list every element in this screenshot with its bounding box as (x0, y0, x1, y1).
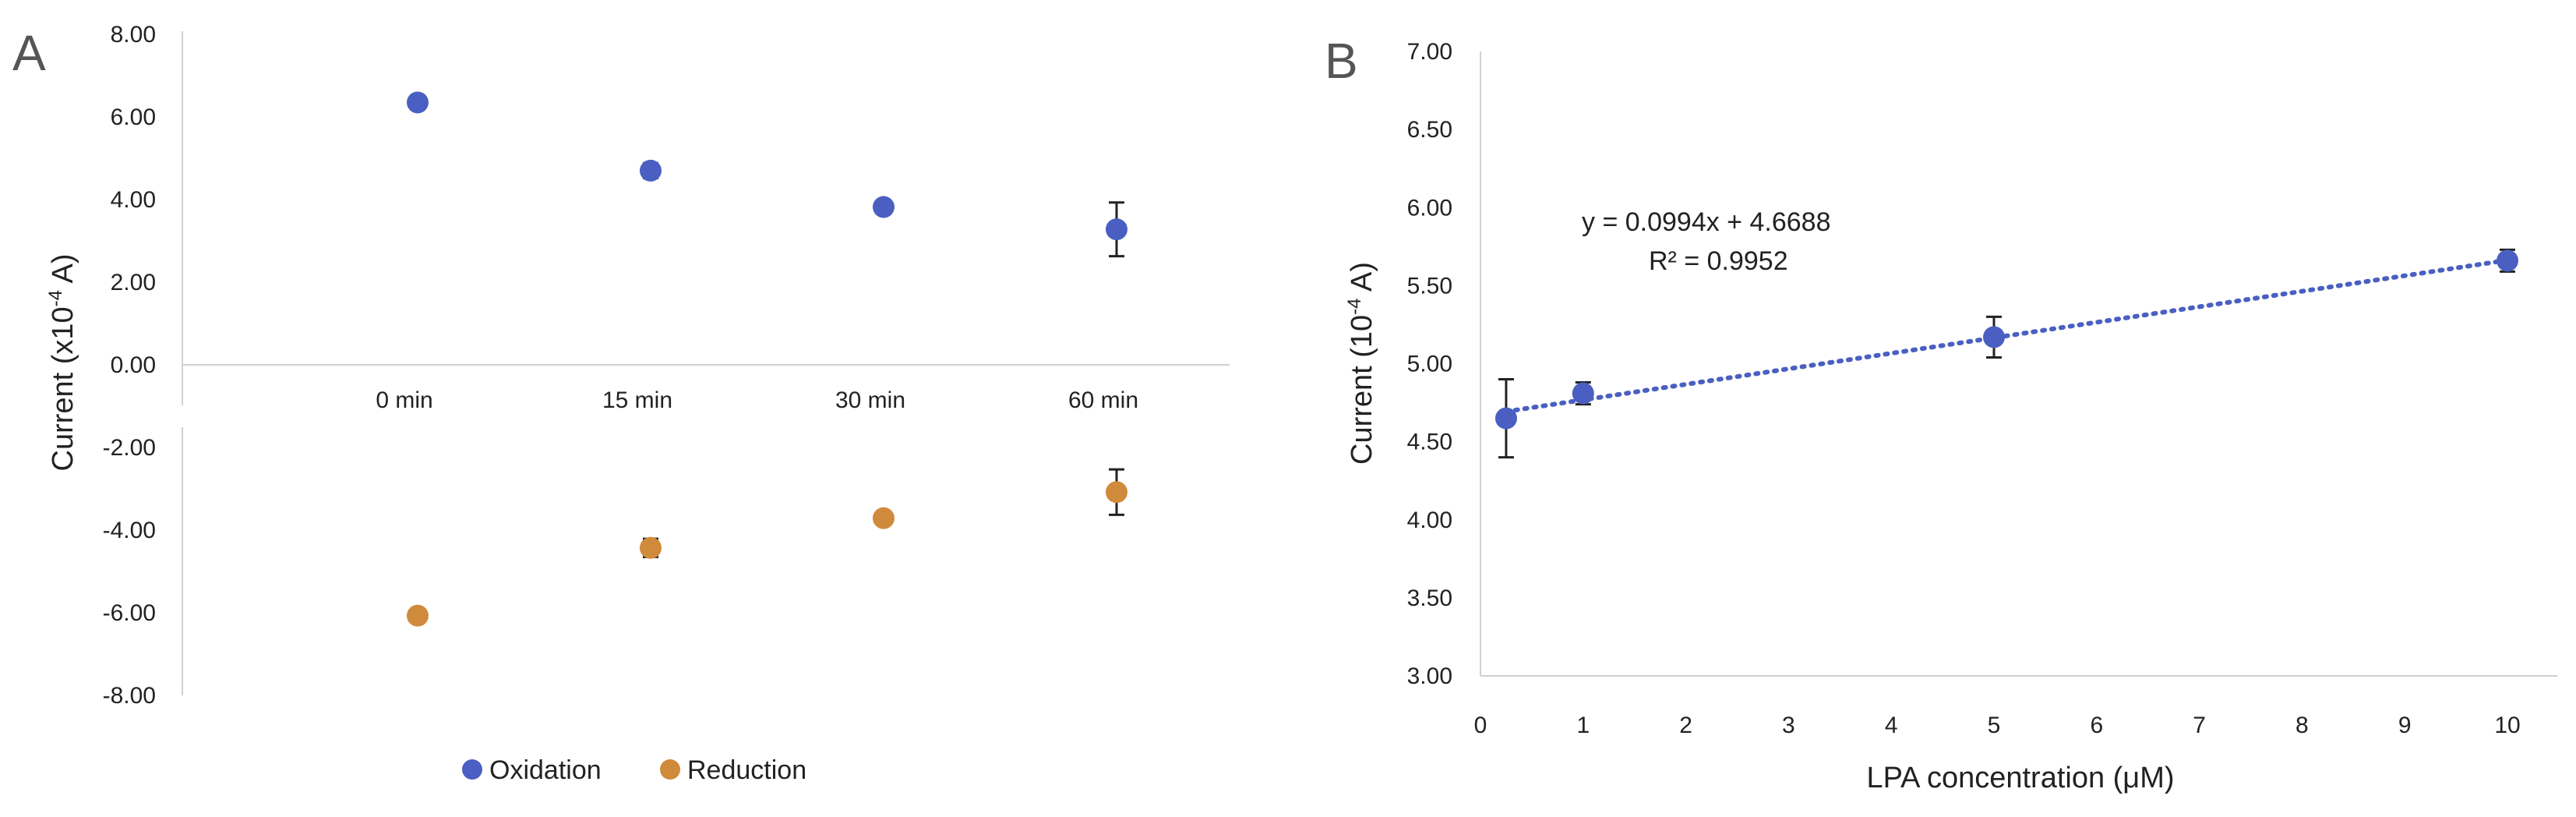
panel-a-y-tick-label: 2.00 (111, 270, 156, 295)
panel-b-x-tick-label: 0 (1474, 713, 1487, 738)
panel-a-x-tick-label: 0 min (376, 387, 432, 413)
panel-b-y-tick-label: 4.50 (1407, 430, 1452, 455)
panel-b-chart: B 7.00 6.50 6.00 5.50 5.00 4.50 4.00 3.50 3.00 0… (1325, 33, 2557, 794)
panel-a-oxidation-point (407, 91, 429, 114)
panel-a-y-tick-label: 8.00 (111, 22, 156, 48)
panel-b-x-tick-label: 4 (1885, 713, 1898, 738)
trendline-r-squared: R² = 0.9952 (1649, 246, 1788, 276)
panel-a-y-tick-label: 0.00 (111, 352, 156, 378)
panel-a-letter: A (12, 25, 46, 81)
panel-b-letter: B (1325, 33, 1358, 89)
panel-a-reduction-point (640, 536, 662, 559)
panel-a-oxidation-point (640, 159, 662, 182)
panel-b-trendline (1503, 257, 2510, 414)
panel-a-chart: A 8.00 6.00 4.00 2.00 0.00 -2.00 -4.00 -6.00 -8.… (12, 22, 1230, 785)
panel-b-y-ticks: 7.00 6.50 6.00 5.50 5.00 4.50 4.00 3.50 3.00 (1407, 39, 1452, 689)
panel-b-current-point (2497, 249, 2518, 272)
panel-a-points (407, 91, 1127, 627)
panel-a-reduction-point (407, 604, 429, 627)
legend: Oxidation Reduction (462, 755, 806, 785)
panel-a-oxidation-point (1106, 218, 1127, 241)
panel-a-y-tick-label: 4.00 (111, 187, 156, 213)
panel-a-y-title-end: A) (47, 253, 79, 289)
panel-a-y-ticks: 8.00 6.00 4.00 2.00 0.00 -2.00 -4.00 -6.00 -8.00 (103, 22, 156, 709)
panel-b-y-title-sup: -4 (1344, 298, 1365, 314)
legend-marker-reduction (660, 759, 680, 780)
panel-a-y-tick-label: -8.00 (103, 683, 156, 709)
panel-b-y-title-main: Current (10 (1346, 315, 1378, 465)
panel-a-y-axis-title: Current (x10-4 A) (45, 253, 79, 471)
panel-b-x-tick-label: 8 (2295, 713, 2309, 738)
panel-b-x-axis-title: LPA concentration (μM) (1866, 762, 2174, 794)
panel-a-x-tick-label: 30 min (835, 387, 905, 413)
panel-b-y-axis-title: Current (10-4 A) (1344, 262, 1378, 465)
panel-b-x-tick-label: 7 (2193, 713, 2206, 738)
panel-b-x-tick-label: 1 (1576, 713, 1590, 738)
panel-a-y-tick-label: -2.00 (103, 435, 156, 461)
trendline-equation: y = 0.0994x + 4.6688 (1582, 207, 1830, 237)
panel-a-y-tick-label: -6.00 (103, 600, 156, 626)
panel-b-y-tick-label: 4.00 (1407, 508, 1452, 533)
panel-b-y-tick-label: 3.50 (1407, 585, 1452, 611)
panel-a-y-title-sup: -4 (45, 290, 66, 306)
panel-a-reduction-point (1106, 481, 1127, 504)
panel-b-y-tick-label: 3.00 (1407, 663, 1452, 689)
panel-b-y-tick-label: 7.00 (1407, 39, 1452, 65)
panel-b-y-tick-label: 5.50 (1407, 273, 1452, 299)
panel-a-y-title-main: Current (x10 (47, 306, 79, 471)
panel-a-oxidation-point (873, 196, 895, 218)
panel-b-x-tick-label: 2 (1679, 713, 1692, 738)
panel-b-x-tick-label: 5 (1988, 713, 2001, 738)
panel-b-current-point (1983, 326, 2005, 348)
panel-b-x-ticks: 0 1 2 3 4 5 6 7 8 9 10 (1474, 713, 2521, 738)
panel-b-current-point (1494, 407, 1517, 430)
panel-a-y-tick-label: 6.00 (111, 104, 156, 130)
panel-b-y-tick-label: 5.00 (1407, 352, 1452, 377)
panel-a-x-ticks: 0 min 15 min 30 min 60 min (376, 387, 1138, 413)
panel-b-points (1494, 248, 2518, 459)
panel-a-reduction-point (873, 507, 895, 529)
panel-b-current-point (1572, 382, 1594, 405)
panel-a-x-tick-label: 60 min (1068, 387, 1138, 413)
legend-label-oxidation: Oxidation (489, 755, 602, 785)
panel-b-x-tick-label: 9 (2398, 713, 2412, 738)
panel-b-y-tick-label: 6.00 (1407, 195, 1452, 221)
panel-b-y-title-end: A) (1346, 262, 1378, 298)
panel-b-x-tick-label: 10 (2494, 713, 2520, 738)
legend-marker-oxidation (462, 759, 482, 780)
panel-b-x-tick-label: 3 (1782, 713, 1795, 738)
panel-a-x-tick-label: 15 min (602, 387, 672, 413)
legend-label-reduction: Reduction (687, 755, 806, 785)
panel-b-y-tick-label: 6.50 (1407, 117, 1452, 143)
panel-a-y-tick-label: -4.00 (103, 518, 156, 543)
panel-b-x-tick-label: 6 (2090, 713, 2103, 738)
